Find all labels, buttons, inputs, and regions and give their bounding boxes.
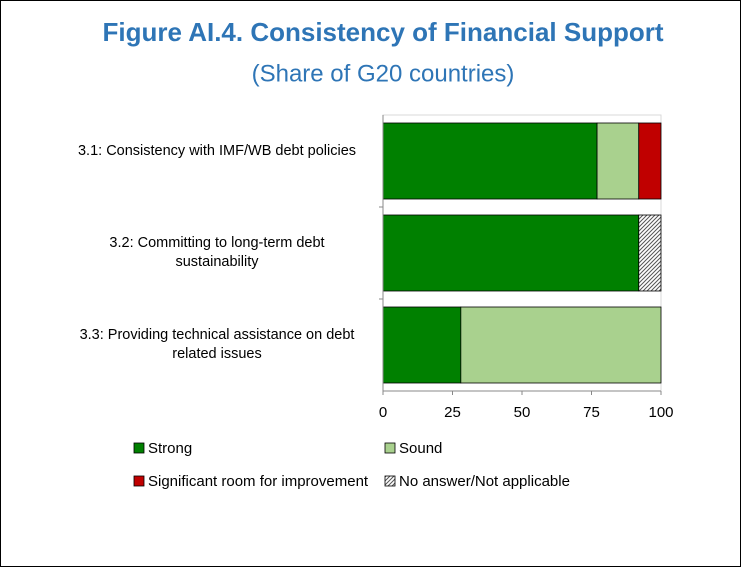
category-label: 3.1: Consistency with IMF/WB debt polici… <box>77 143 357 159</box>
bar-segment <box>382 306 462 384</box>
bar-segment <box>382 122 598 200</box>
legend-swatch <box>133 442 145 454</box>
bar-segment <box>382 214 640 292</box>
chart-title: Figure AI.4. Consistency of Financial Su… <box>103 17 664 47</box>
bar-segment <box>638 214 662 292</box>
legend-swatch <box>384 475 396 487</box>
legend-label: Strong <box>148 440 192 457</box>
legend-label: Significant room for improvement <box>148 473 369 490</box>
legend-swatch <box>384 442 396 454</box>
bar-segment <box>596 122 640 200</box>
category-label: 3.2: Committing to long-term debt sustai… <box>109 235 325 270</box>
legend-label: Sound <box>399 440 442 457</box>
bar-segment <box>638 122 662 200</box>
category-label: 3.3: Providing technical assistance on d… <box>79 327 355 362</box>
x-tick-label: 75 <box>583 404 600 421</box>
x-tick-label: 50 <box>514 404 531 421</box>
chart-subtitle: (Share of G20 countries) <box>252 60 515 87</box>
x-tick-label: 25 <box>444 404 461 421</box>
x-tick-label: 0 <box>379 404 387 421</box>
legend-label: No answer/Not applicable <box>399 473 570 490</box>
bar-segment <box>460 306 662 384</box>
legend-swatch <box>133 475 145 487</box>
x-tick-label: 100 <box>648 404 673 421</box>
